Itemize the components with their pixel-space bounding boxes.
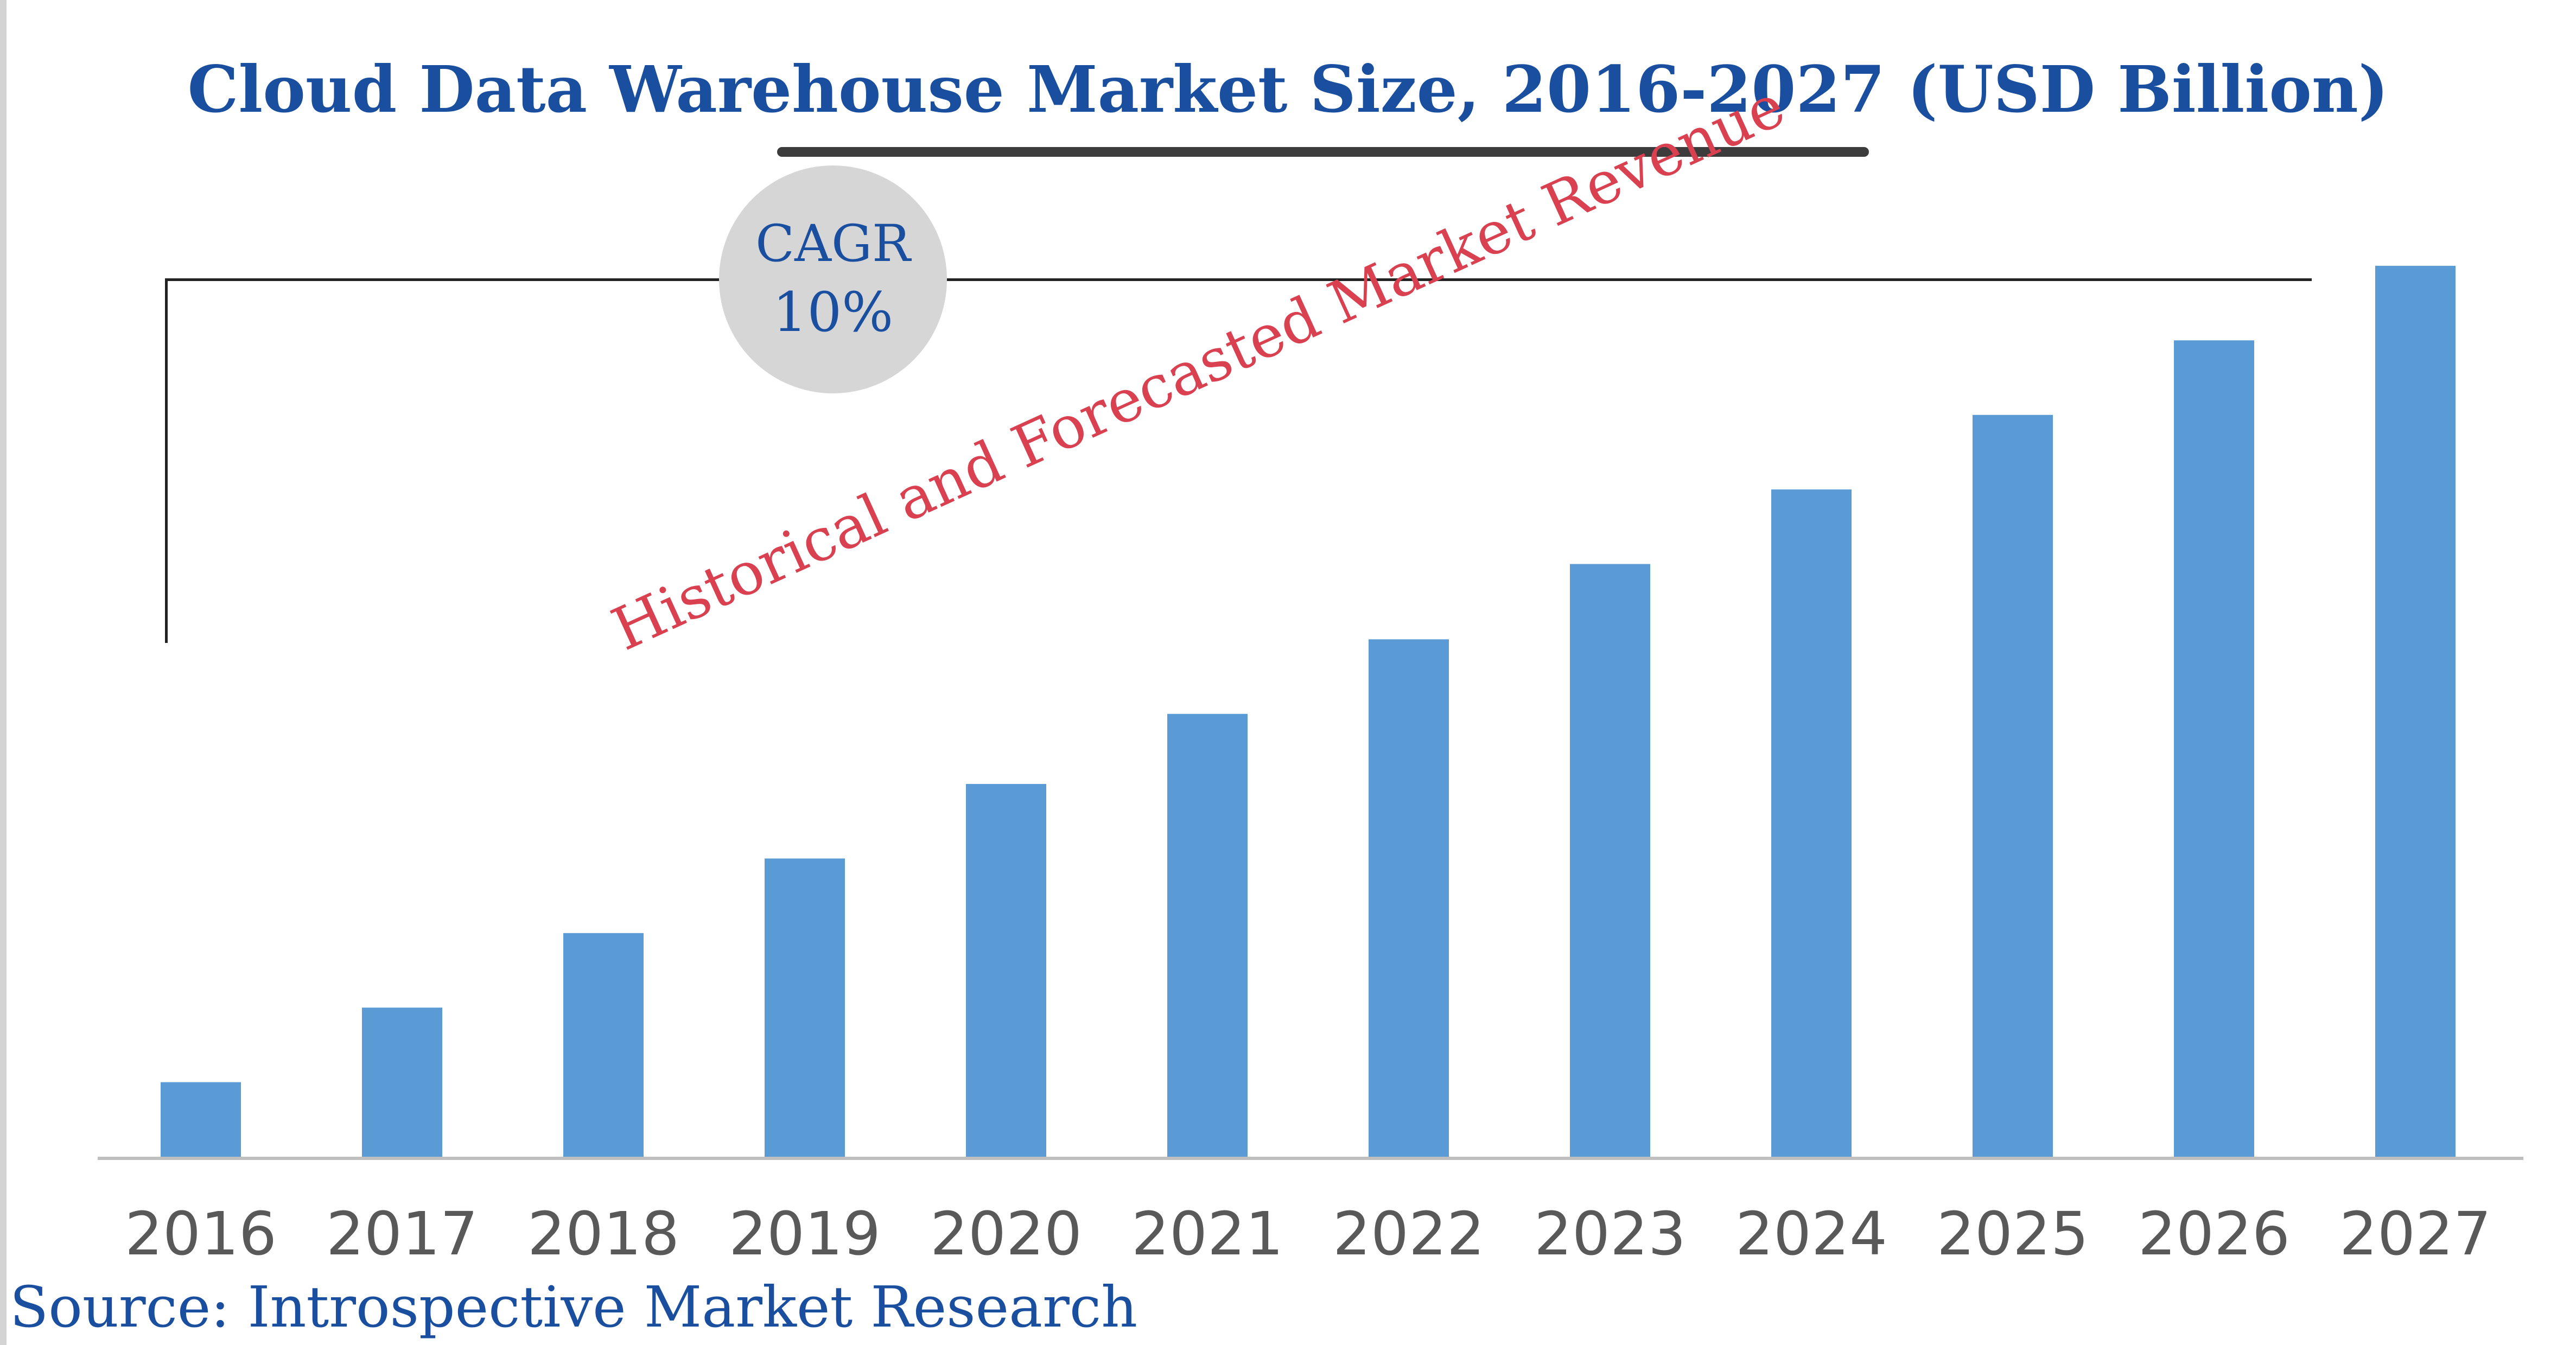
x-tick-label-2025: 2025 [1937,1199,2089,1268]
title-underline [777,147,1869,157]
x-tick-label-2016: 2016 [125,1199,277,1268]
bar-2020 [966,783,1046,1157]
x-tick-label-2024: 2024 [1735,1199,1887,1268]
x-tick-label-2019: 2019 [729,1199,881,1268]
bar-2022 [1369,639,1449,1157]
x-tick-label-2023: 2023 [1534,1199,1686,1268]
bar-2017 [362,1008,442,1157]
cagr-bracket-horizontal [165,278,2312,281]
x-tick-label-2027: 2027 [2339,1199,2491,1268]
cagr-value: 10% [772,281,894,345]
bar-2016 [161,1082,241,1157]
left-edge-border [0,0,7,1345]
source-note: Source: Introspective Market Research [10,1274,1138,1340]
x-tick-label-2026: 2026 [2138,1199,2290,1268]
cagr-bracket-vertical [165,278,168,643]
x-tick-label-2021: 2021 [1131,1199,1283,1268]
bar-2027 [2375,265,2456,1157]
x-tick-label-2020: 2020 [930,1199,1082,1268]
chart-title: Cloud Data Warehouse Market Size, 2016-2… [187,52,2389,127]
bar-2026 [2174,340,2254,1157]
cagr-label: CAGR [755,214,911,273]
bar-2019 [765,858,845,1157]
bar-2021 [1167,713,1248,1157]
bar-2023 [1570,564,1650,1157]
x-tick-label-2018: 2018 [527,1199,679,1268]
cagr-badge: CAGR 10% [719,165,947,393]
bar-2018 [563,933,644,1157]
bar-2024 [1771,489,1852,1157]
x-tick-label-2017: 2017 [326,1199,478,1268]
bar-2025 [1973,415,2053,1157]
x-tick-label-2022: 2022 [1333,1199,1485,1268]
